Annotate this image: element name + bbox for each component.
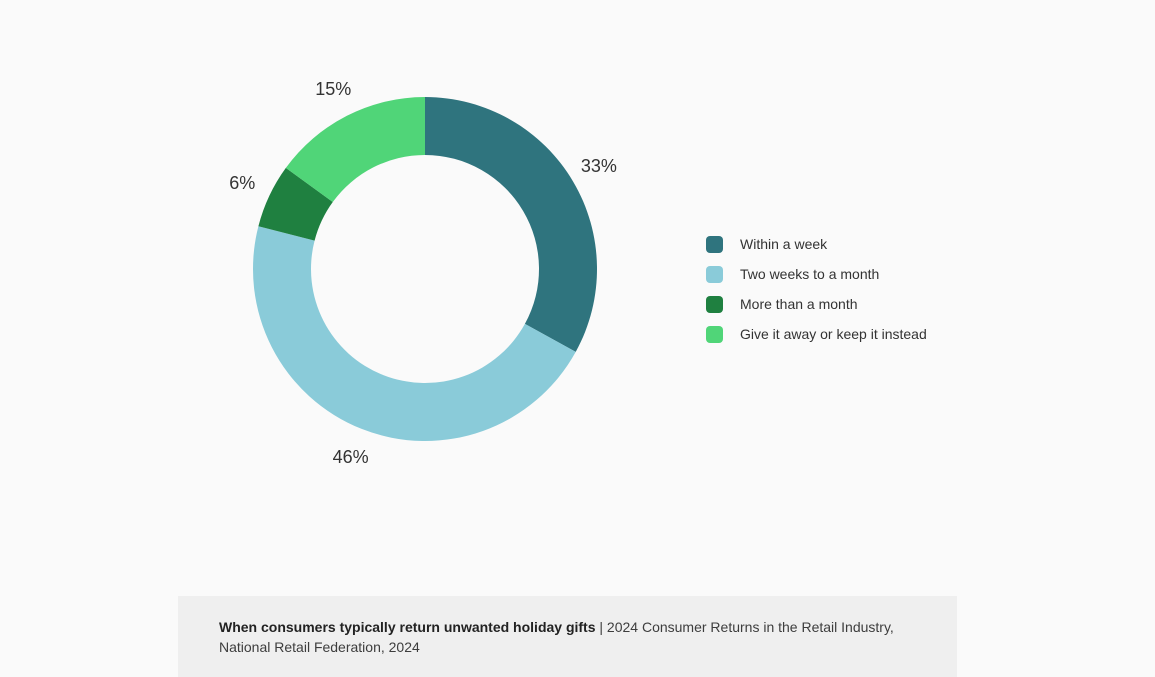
caption-box: When consumers typically return unwanted… (178, 596, 957, 677)
segment-value-label: 33% (581, 156, 617, 176)
legend-swatch-icon (706, 236, 723, 253)
legend-swatch-icon (706, 326, 723, 343)
donut-chart: 33% 46% 6% 15% (165, 9, 685, 529)
legend-swatch-icon (706, 296, 723, 313)
legend-label: Two weeks to a month (740, 266, 880, 282)
donut-segment-more-than-a-month (258, 167, 333, 241)
donut-segment-two-weeks-to-a-month (253, 226, 576, 442)
segment-value-label: 6% (229, 173, 255, 193)
caption-source: | 2024 Consumer Returns in the Retail In… (219, 619, 894, 655)
donut-chart-svg: 33% 46% 6% 15% (229, 79, 617, 467)
chart-legend: Within a week Two weeks to a month More th… (706, 236, 927, 356)
legend-item-more-than-a-month: More than a month (706, 296, 927, 313)
caption-title: When consumers typically return unwanted… (219, 619, 596, 635)
legend-label: More than a month (740, 296, 858, 312)
legend-swatch-icon (706, 266, 723, 283)
donut-segment-give-it-away-or-keep-it-instead (285, 97, 425, 202)
legend-label: Within a week (740, 236, 828, 252)
segment-value-label: 15% (315, 79, 351, 99)
legend-label: Give it away or keep it instead (740, 326, 927, 342)
legend-item-give-it-away-or-keep-it-instead: Give it away or keep it instead (706, 326, 927, 343)
legend-item-two-weeks-to-a-month: Two weeks to a month (706, 266, 927, 283)
caption-text: When consumers typically return unwanted… (219, 617, 933, 657)
legend-item-within-a-week: Within a week (706, 236, 927, 253)
donut-segment-within-a-week (425, 97, 597, 352)
segment-value-label: 46% (333, 447, 369, 467)
